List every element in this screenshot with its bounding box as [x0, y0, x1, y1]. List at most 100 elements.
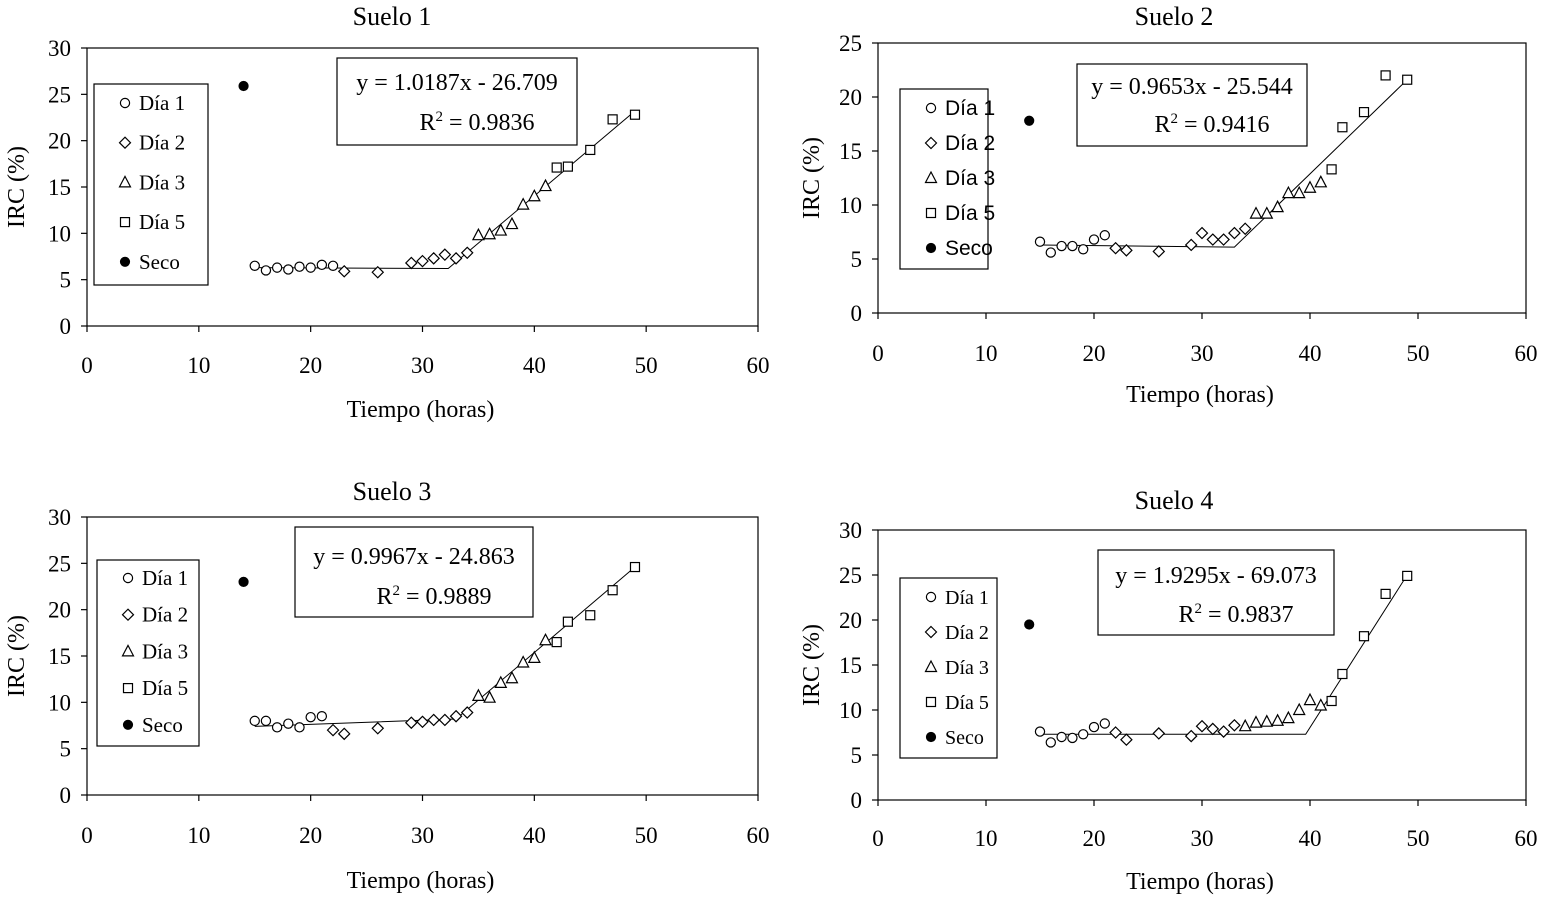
legend-marker-diamond — [118, 136, 132, 150]
data-point-dot — [238, 576, 249, 587]
regression-equation: y = 1.9295x - 69.073 — [1115, 563, 1317, 589]
data-point-square — [607, 114, 618, 125]
data-point-triangle — [1303, 180, 1317, 193]
data-point-triangle — [1292, 185, 1306, 199]
data-point-square — [1402, 570, 1413, 582]
data-point-diamond — [1206, 722, 1220, 736]
x-tick-label: 0 — [81, 353, 93, 378]
data-point-triangle — [494, 675, 508, 688]
data-point-diamond — [1120, 244, 1133, 257]
x-axis-label: Tiempo (horas) — [1126, 382, 1274, 408]
data-point-diamond — [449, 709, 463, 723]
y-tick-label: 20 — [48, 129, 71, 154]
chart-title: Suelo 1 — [353, 2, 432, 31]
x-tick-label: 60 — [1515, 826, 1538, 851]
x-tick-label: 20 — [299, 353, 322, 378]
data-point-diamond — [438, 248, 452, 261]
data-point-circle — [1088, 721, 1100, 733]
data-point-diamond — [1109, 241, 1122, 255]
legend-label: Día 1 — [142, 566, 188, 590]
data-point-triangle — [1249, 206, 1263, 219]
data-point-triangle — [1238, 718, 1252, 732]
legend-label: Día 2 — [945, 622, 989, 644]
data-point-triangle — [516, 655, 530, 668]
data-point-diamond — [404, 716, 418, 730]
data-point-triangle — [471, 227, 485, 241]
r-squared: R2 = 0.9416 — [1154, 111, 1269, 138]
y-tick-label: 0 — [851, 301, 863, 326]
equation-box — [294, 526, 534, 618]
equation-box — [336, 57, 578, 146]
legend-marker-triangle — [118, 175, 132, 188]
legend-label: Día 2 — [139, 131, 185, 155]
y-tick-label: 20 — [48, 598, 71, 623]
y-tick-label: 15 — [839, 139, 862, 164]
data-point-circle — [271, 722, 283, 733]
r-squared: R2 = 0.9889 — [376, 583, 491, 610]
legend-label: Día 5 — [142, 676, 188, 700]
x-tick-label: 60 — [1515, 341, 1538, 366]
data-point-dot — [238, 80, 249, 92]
legend-marker-circle — [925, 102, 937, 114]
data-point-diamond — [1206, 233, 1220, 246]
legend-label: Seco — [945, 727, 984, 749]
data-point-diamond — [1217, 725, 1230, 738]
x-tick-label: 10 — [975, 341, 998, 366]
data-point-square — [1337, 122, 1348, 133]
chart-panel-suelo-1: 0 5 10 15 20 25 30 0 10 20 30 40 50 60 Suelo 1 Tiempo (… — [4, 2, 770, 423]
x-tick-label: 10 — [975, 826, 998, 851]
y-tick-label: 10 — [48, 221, 71, 246]
data-point-triangle — [1281, 185, 1295, 199]
y-axis-label: IRC (%) — [4, 146, 30, 228]
data-point-circle — [1099, 718, 1111, 729]
data-point-diamond — [371, 721, 385, 735]
data-point-triangle — [1271, 199, 1285, 213]
y-axis-label: IRC (%) — [799, 624, 825, 706]
data-point-circle — [1067, 732, 1078, 744]
data-point-triangle — [471, 688, 485, 701]
data-point-dot — [1024, 115, 1035, 126]
y-tick-label: 5 — [851, 743, 863, 768]
x-tick-label: 20 — [299, 823, 322, 848]
data-point-diamond — [371, 265, 385, 279]
legend-marker-square — [122, 682, 134, 694]
data-point-circle — [1056, 731, 1067, 743]
y-tick-label: 20 — [839, 85, 862, 110]
data-point-diamond — [1184, 729, 1198, 743]
data-point-diamond — [427, 252, 441, 265]
data-point-circle — [327, 260, 339, 271]
r-squared: R2 = 0.9836 — [419, 109, 534, 136]
data-point-circle — [1034, 726, 1046, 737]
data-point-triangle — [527, 650, 541, 663]
chart-panel-suelo-2: 0 5 10 15 20 25 0 10 20 30 40 50 60 Suelo 2 Tiempo (ho… — [799, 2, 1538, 408]
y-tick-label: 30 — [48, 36, 71, 61]
x-tick-label: 40 — [1299, 341, 1322, 366]
data-point-circle — [316, 259, 328, 271]
legend-marker-square — [925, 696, 937, 708]
x-tick-label: 20 — [1083, 341, 1106, 366]
data-point-square — [562, 616, 573, 627]
legend-marker-diamond — [924, 136, 938, 150]
data-point-square — [607, 585, 618, 596]
data-point-circle — [1088, 234, 1100, 245]
chart-panel-suelo-4: 0 5 10 15 20 25 30 0 10 20 30 40 50 60 Suelo 4 Tiempo (… — [799, 486, 1538, 895]
data-point-triangle — [1271, 713, 1285, 726]
data-point-circle — [305, 262, 316, 273]
legend-label: Día 1 — [139, 91, 185, 115]
data-point-diamond — [460, 246, 474, 260]
data-point-diamond — [1238, 222, 1252, 236]
data-point-diamond — [1228, 226, 1241, 240]
y-tick-label: 0 — [60, 314, 72, 339]
y-tick-label: 15 — [839, 653, 862, 678]
y-tick-label: 5 — [60, 737, 72, 762]
data-point-circle — [1099, 230, 1111, 241]
data-point-triangle — [1314, 698, 1328, 711]
x-tick-label: 60 — [747, 823, 770, 848]
x-tick-label: 50 — [635, 353, 658, 378]
data-point-square — [551, 162, 562, 173]
data-point-square — [1326, 695, 1337, 707]
legend-marker-dot — [925, 731, 937, 743]
data-point-circle — [249, 715, 260, 727]
data-point-circle — [260, 715, 272, 727]
x-tick-label: 50 — [1407, 341, 1430, 366]
